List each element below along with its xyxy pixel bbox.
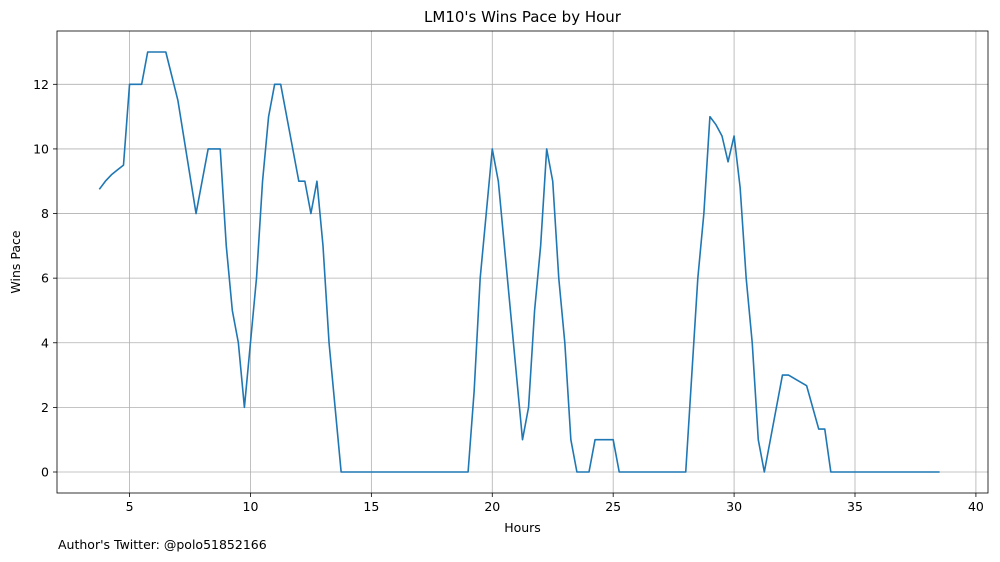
y-axis-label: Wins Pace <box>8 230 23 293</box>
y-tick-label: 0 <box>41 465 49 480</box>
plot-frame <box>56 30 989 494</box>
x-tick-label: 10 <box>243 499 259 514</box>
y-tick-label: 10 <box>33 141 49 156</box>
y-axis: 0 2 4 6 8 10 12 <box>33 77 57 480</box>
x-tick-label: 35 <box>847 499 863 514</box>
x-axis-label: Hours <box>504 520 541 535</box>
y-tick-label: 4 <box>41 335 49 350</box>
author-credit: Author's Twitter: @polo51852166 <box>58 537 267 552</box>
y-tick-label: 8 <box>41 206 49 221</box>
y-tick-label: 6 <box>41 271 49 286</box>
x-tick-label: 25 <box>605 499 621 514</box>
x-tick-label: 5 <box>126 499 134 514</box>
y-tick-label: 12 <box>33 77 49 92</box>
x-tick-label: 30 <box>726 499 742 514</box>
x-tick-label: 40 <box>968 499 984 514</box>
plot-area <box>98 51 940 473</box>
x-tick-label: 15 <box>363 499 379 514</box>
chart-title: LM10's Wins Pace by Hour <box>424 8 622 26</box>
grid-lines <box>57 31 988 493</box>
series-line <box>98 51 940 473</box>
y-tick-label: 2 <box>41 400 49 415</box>
x-tick-label: 20 <box>484 499 500 514</box>
x-axis: 5 10 15 20 25 30 35 40 <box>126 493 984 514</box>
